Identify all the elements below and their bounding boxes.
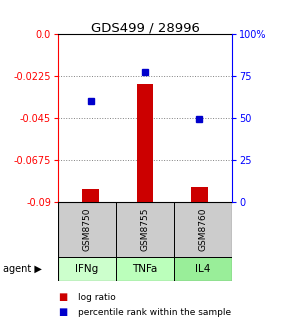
Bar	[116, 257, 174, 281]
Text: ■: ■	[58, 307, 67, 318]
Text: TNFa: TNFa	[132, 264, 158, 274]
Bar	[116, 202, 174, 257]
Text: log ratio: log ratio	[78, 293, 116, 302]
Bar	[174, 257, 232, 281]
Text: IFNg: IFNg	[75, 264, 99, 274]
Bar	[174, 202, 232, 257]
Bar	[82, 188, 99, 202]
Text: GDS499 / 28996: GDS499 / 28996	[90, 22, 200, 35]
Text: percentile rank within the sample: percentile rank within the sample	[78, 308, 231, 317]
Text: ■: ■	[58, 292, 67, 302]
Text: GSM8755: GSM8755	[140, 208, 150, 251]
Bar	[191, 187, 208, 202]
Bar	[58, 202, 116, 257]
Text: GSM8760: GSM8760	[198, 208, 208, 251]
Bar	[137, 84, 153, 202]
Text: GSM8750: GSM8750	[82, 208, 92, 251]
Bar	[58, 257, 116, 281]
Text: IL4: IL4	[195, 264, 211, 274]
Text: agent ▶: agent ▶	[3, 264, 42, 274]
